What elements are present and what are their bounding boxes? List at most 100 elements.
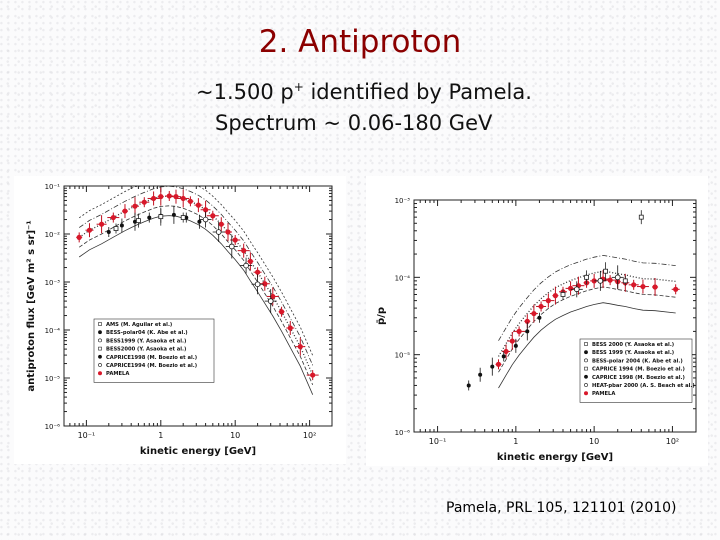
legend-marker bbox=[584, 358, 588, 363]
x-axis-label: kinetic energy [GeV] bbox=[140, 446, 256, 457]
y-tick-label: 10⁻⁶ bbox=[395, 429, 411, 437]
model-curve bbox=[497, 270, 676, 357]
data-point bbox=[516, 328, 522, 334]
x-tick-label: 10² bbox=[303, 431, 316, 440]
flux-chart-panel: 10⁻¹ 1 10 10² kinetic energy [GeV] 10⁻¹ 10⁻² 10… bbox=[14, 176, 346, 464]
y-tick-label: 10⁻³ bbox=[45, 279, 61, 287]
data-point bbox=[466, 383, 471, 388]
x-axis-label: kinetic energy [GeV] bbox=[497, 452, 613, 463]
x-tick-label: 10 bbox=[589, 437, 599, 446]
subtitle-line-1: ~1.500 p+ identified by Pamela. bbox=[196, 80, 532, 104]
data-point bbox=[150, 195, 157, 202]
legend-marker bbox=[98, 346, 102, 351]
legend-entry: PAMELA bbox=[106, 371, 129, 377]
data-point bbox=[197, 219, 202, 224]
y-tick-label: 10⁻⁵ bbox=[45, 375, 61, 383]
legend-marker bbox=[98, 322, 102, 326]
data-point bbox=[247, 258, 253, 264]
flux-chart: 10⁻¹ 1 10 10² kinetic energy [GeV] 10⁻¹ 10⁻² 10… bbox=[26, 183, 333, 457]
data-point bbox=[501, 354, 506, 359]
data-point bbox=[591, 278, 597, 284]
data-point bbox=[171, 212, 176, 217]
legend-entry: PAMELA bbox=[592, 391, 615, 397]
legend-marker bbox=[98, 363, 102, 367]
y-tick-label: 10⁻¹ bbox=[45, 183, 61, 191]
data-point bbox=[638, 214, 644, 220]
data-point bbox=[652, 284, 658, 290]
data-point bbox=[98, 221, 105, 227]
legend-entry: CAPRICE1998 (M. Boezio et al.) bbox=[106, 355, 197, 361]
data-point bbox=[119, 223, 124, 228]
data-point bbox=[545, 298, 551, 304]
legend-entry: CAPRICE 1998 (M. Boezio et al.) bbox=[592, 375, 685, 381]
data-point bbox=[158, 194, 164, 200]
citation: Pamela, PRL 105, 121101 (2010) bbox=[446, 500, 677, 516]
legend-marker bbox=[584, 350, 588, 355]
legend-entry: BESS1999 (Y. Asaoka et al.) bbox=[106, 338, 186, 344]
data-point bbox=[141, 199, 147, 205]
data-point bbox=[531, 310, 537, 317]
data-point bbox=[180, 215, 186, 220]
data-point bbox=[262, 281, 268, 287]
subtitle-line-1-suffix: identified by Pamela. bbox=[303, 80, 532, 104]
data-point bbox=[560, 292, 566, 297]
data-point bbox=[573, 286, 580, 293]
data-point bbox=[490, 364, 495, 369]
data-point bbox=[215, 229, 222, 235]
ratio-chart-panel: 10⁻¹ 1 10 10² kinetic energy [GeV] 10⁻³ 10⁻⁴ 10… bbox=[366, 176, 708, 466]
legend-marker bbox=[584, 391, 588, 396]
data-point bbox=[254, 269, 261, 275]
data-point bbox=[503, 348, 509, 355]
legend-marker bbox=[584, 374, 588, 379]
data-point bbox=[584, 274, 589, 280]
subtitle-line-1-prefix: ~1.500 p bbox=[196, 80, 294, 104]
data-point bbox=[287, 325, 293, 331]
model-curve bbox=[498, 254, 676, 341]
legend-entry: CAPRICE1994 (M. Boezio et al.) bbox=[106, 363, 197, 369]
data-point bbox=[603, 268, 608, 274]
y-tick-label: 10⁻² bbox=[45, 231, 61, 239]
data-point bbox=[607, 277, 613, 283]
legend-entry: BESS-polar 2004 (K. Abe et al.) bbox=[592, 358, 683, 364]
legend-entry: BESS 1999 (Y. Asaoka et al.) bbox=[592, 350, 674, 356]
data-point bbox=[524, 318, 530, 324]
legend-marker bbox=[584, 366, 588, 371]
data-point bbox=[525, 329, 530, 334]
legend-entry: HEAT-pbar 2000 (A. S. Beach et al.) bbox=[592, 383, 695, 389]
y-tick-label: 10⁻⁶ bbox=[45, 423, 61, 431]
data-point bbox=[567, 285, 574, 291]
model-curve bbox=[498, 286, 676, 373]
legend-entry: CAPRICE 1994 (M. Boezio et al.) bbox=[592, 367, 685, 373]
data-point bbox=[225, 229, 231, 235]
plot-frame bbox=[63, 185, 333, 427]
data-point bbox=[538, 303, 544, 310]
data-point bbox=[631, 282, 637, 288]
y-tick-label: 10⁻⁴ bbox=[395, 274, 411, 282]
data-point bbox=[132, 203, 138, 209]
model-curve bbox=[498, 302, 676, 389]
x-tick-label: 1 bbox=[158, 431, 163, 440]
legend-entry: BESS2000 (Y. Asaoka et al.) bbox=[106, 347, 186, 353]
data-point bbox=[478, 372, 483, 377]
data-point bbox=[132, 219, 137, 224]
legend-marker bbox=[98, 338, 102, 343]
data-point bbox=[180, 195, 186, 202]
data-point bbox=[106, 230, 111, 235]
data-point bbox=[86, 227, 93, 233]
plot-frame bbox=[413, 199, 697, 433]
legend-marker bbox=[98, 371, 102, 376]
data-point bbox=[509, 338, 515, 344]
data-point bbox=[166, 193, 172, 199]
x-tick-label: 10⁻¹ bbox=[78, 431, 96, 440]
data-point bbox=[267, 298, 274, 304]
y-axis-label: p̄/p bbox=[376, 307, 387, 325]
data-point bbox=[147, 215, 152, 220]
data-point bbox=[254, 281, 261, 287]
data-point bbox=[622, 278, 628, 284]
x-tick-label: 10⁻¹ bbox=[429, 437, 447, 446]
data-point bbox=[202, 207, 209, 213]
data-point bbox=[228, 243, 235, 250]
slide-title: 2. Antiproton bbox=[258, 24, 462, 60]
data-point bbox=[76, 234, 82, 240]
data-point bbox=[243, 262, 249, 269]
